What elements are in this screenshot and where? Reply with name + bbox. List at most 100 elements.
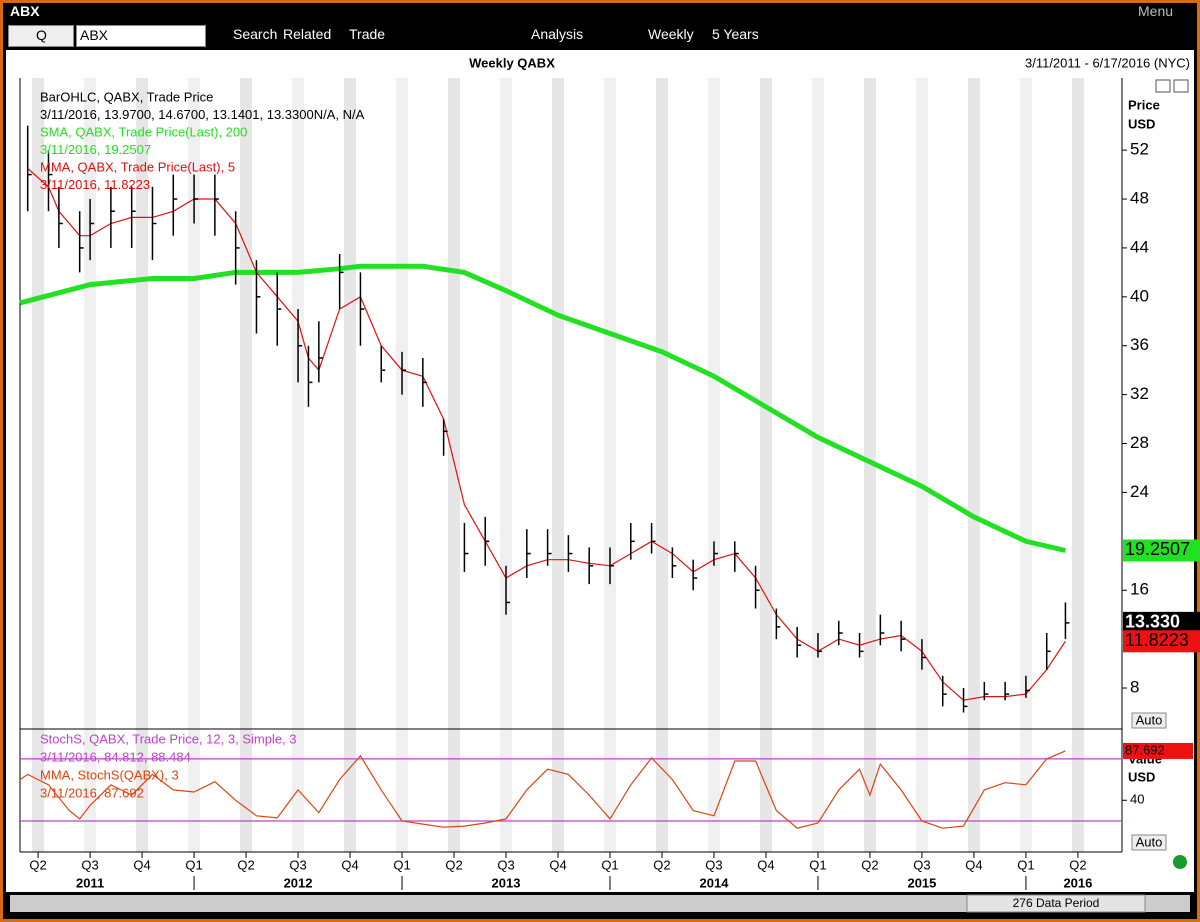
quarter-stripe [1071, 78, 1084, 852]
quarter-stripe [84, 78, 97, 852]
x-tick-label: Q1 [185, 857, 202, 872]
x-tick-label: Q1 [393, 857, 410, 872]
scroll-thumb[interactable] [966, 894, 1146, 913]
y-tick-label: 44 [1130, 237, 1149, 256]
range-button[interactable]: 5 Years [712, 26, 759, 42]
y-tick-label: 16 [1130, 580, 1149, 599]
x-tick-label: Q1 [601, 857, 618, 872]
quarter-stripe [655, 78, 668, 852]
x-tick-label: Q2 [653, 857, 670, 872]
last-value-label: 13.330 [1125, 612, 1180, 632]
x-tick-label: Q2 [237, 857, 254, 872]
y-axis-unit: USD [1128, 769, 1155, 784]
last-value-label: 19.2507 [1125, 539, 1190, 559]
y-tick-label: 28 [1130, 433, 1149, 452]
chart-area [6, 50, 1194, 892]
legend-entry: 3/11/2016, 11.8223 [40, 177, 150, 192]
panel-button[interactable] [1173, 79, 1189, 93]
last-value-box [1123, 611, 1200, 634]
analysis-button[interactable]: Analysis [531, 26, 584, 42]
x-tick-label: Q2 [861, 857, 878, 872]
y-tick-label: 32 [1130, 384, 1149, 403]
scrollbar[interactable] [10, 895, 1190, 912]
legend-entry: SMA, QABX, Trade Price(Last), 200 [40, 124, 247, 139]
quarter-stripe [603, 78, 616, 852]
trade-button[interactable]: Trade [349, 26, 386, 42]
auto-button[interactable] [1131, 712, 1167, 729]
x-tick-label: Q4 [341, 857, 358, 872]
window-title: ABX [10, 3, 40, 19]
x-tick-label: Q4 [133, 857, 150, 872]
quarter-stripe [448, 78, 461, 852]
related-button[interactable]: Related [283, 26, 332, 42]
last-value-box [1123, 742, 1193, 759]
quarter-stripe [396, 78, 409, 852]
panel-button[interactable] [1155, 79, 1171, 93]
quarter-stripe [967, 78, 980, 852]
quarter-stripe [136, 78, 149, 852]
y-tick-label: 48 [1130, 189, 1149, 208]
menu[interactable]: Menu [1138, 3, 1174, 19]
x-tick-label: Q3 [705, 857, 722, 872]
year-label: 2016 [1063, 875, 1092, 890]
x-tick-label: Q3 [913, 857, 930, 872]
quarter-stripe [188, 78, 201, 852]
legend-entry: 3/11/2016, 87.692 [40, 785, 144, 800]
quarter-stripe [915, 78, 928, 852]
y-tick-label: 40 [1130, 792, 1144, 807]
auto-button[interactable] [1131, 834, 1167, 851]
quarter-stripe [32, 78, 45, 852]
quarter-stripe [863, 78, 876, 852]
x-tick-label: Q3 [289, 857, 306, 872]
quarter-stripe [707, 78, 720, 852]
search-button[interactable]: Search [233, 26, 278, 42]
x-tick-label: Q4 [757, 857, 774, 872]
x-tick-label: Q1 [809, 857, 826, 872]
symbol-type[interactable]: Q [36, 27, 47, 43]
last-value-label: 87.692 [1125, 742, 1165, 757]
x-tick-label: Q2 [445, 857, 462, 872]
quarter-stripe [344, 78, 357, 852]
quarter-stripe [500, 78, 513, 852]
period-button[interactable]: Weekly [648, 26, 694, 42]
x-tick-label: Q1 [1017, 857, 1034, 872]
x-tick-label: Q2 [29, 857, 46, 872]
y-tick-label: 52 [1130, 140, 1149, 159]
legend-entry: BarOHLC, QABX, Trade Price [40, 89, 213, 104]
legend-entry: 3/11/2016, 19.2507 [40, 142, 151, 157]
date-range: 3/11/2011 - 6/17/2016 (NYC) [1025, 55, 1190, 70]
series-line [19, 750, 1066, 829]
last-value-box [1123, 539, 1200, 562]
symbol-type-box[interactable] [8, 25, 74, 47]
last-value-box [1123, 630, 1200, 653]
y-axis-unit: USD [1128, 116, 1155, 131]
symbol-input[interactable] [76, 25, 206, 47]
quarter-stripe [811, 78, 824, 852]
y-tick-label: 8 [1130, 678, 1139, 697]
quarter-stripe [759, 78, 772, 852]
year-label: 2014 [700, 875, 730, 890]
x-tick-label: Q4 [549, 857, 566, 872]
legend-entry: MMA, QABX, Trade Price(Last), 5 [40, 159, 235, 174]
x-tick-label: Q3 [497, 857, 514, 872]
y-tick-label: 24 [1130, 482, 1149, 501]
auto-label[interactable]: Auto [1136, 712, 1163, 727]
y-tick-label: 36 [1130, 335, 1149, 354]
y-tick-label: 40 [1130, 286, 1149, 305]
symbol-text[interactable]: ABX [80, 27, 109, 43]
x-tick-label: Q3 [81, 857, 98, 872]
chart-title: Weekly QABX [469, 55, 555, 70]
year-label: 2011 [76, 875, 104, 890]
last-value-label: 11.8223 [1125, 630, 1189, 650]
legend-entry: 3/11/2016, 84.812, 88.484 [40, 749, 191, 764]
data-period-label: 276 Data Period [1013, 896, 1100, 910]
year-label: 2013 [492, 875, 521, 890]
x-tick-label: Q2 [1069, 857, 1086, 872]
year-label: 2012 [284, 875, 313, 890]
quarter-stripe [552, 78, 565, 852]
legend-entry: 3/11/2016, 13.9700, 14.6700, 13.1401, 13… [40, 107, 365, 122]
auto-label[interactable]: Auto [1136, 834, 1163, 849]
status-dot [1173, 855, 1187, 869]
year-label: 2015 [907, 875, 936, 890]
